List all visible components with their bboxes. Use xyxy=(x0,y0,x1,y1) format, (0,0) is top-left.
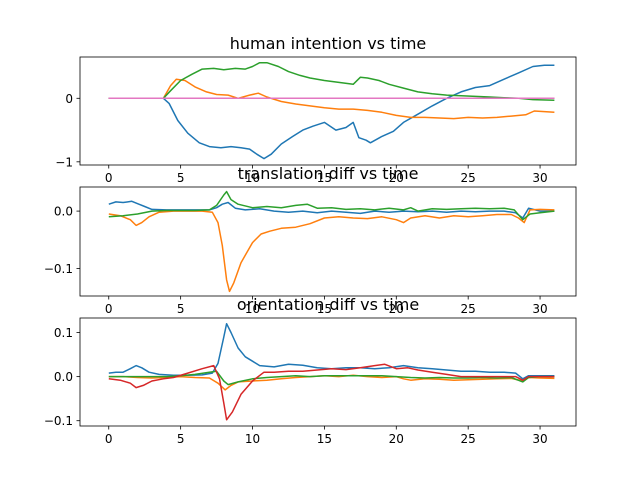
x-tick-label: 10 xyxy=(245,302,260,316)
y-tick-label: −0.1 xyxy=(44,262,73,276)
series-line-3 xyxy=(108,190,555,221)
y-tick-label: 0.1 xyxy=(54,326,73,340)
y-tick-label: 0.0 xyxy=(54,370,73,384)
x-tick-label: 10 xyxy=(245,432,260,446)
x-tick-label: 5 xyxy=(177,171,185,185)
x-tick-label: 30 xyxy=(532,171,547,185)
x-tick-label: 25 xyxy=(461,432,476,446)
x-tick-label: 20 xyxy=(389,432,404,446)
x-tick-label: 30 xyxy=(532,432,547,446)
series-line-2 xyxy=(108,78,555,120)
x-tick-label: 15 xyxy=(317,171,332,185)
series-line-3 xyxy=(108,61,555,101)
subplot-1: 0 5 10 15 20 25 30 −1 0 human intention vs time xyxy=(55,34,577,185)
x-tick-label: 20 xyxy=(389,302,404,316)
series-line-1 xyxy=(108,64,555,160)
series-line-1 xyxy=(108,322,555,380)
x-tick-label: 10 xyxy=(245,171,260,185)
y-tick-label: −1 xyxy=(55,155,73,169)
x-tick-label: 25 xyxy=(461,171,476,185)
x-tick-label: 0 xyxy=(105,432,113,446)
subplot-2: 0 5 10 15 20 25 30 −0.1 0.0 translation diff vs t… xyxy=(44,164,577,316)
x-tick-label: 0 xyxy=(105,171,113,185)
series-line-4 xyxy=(108,363,555,421)
subplot-3: 0 5 10 15 20 25 30 −0.1 0.0 0.1 orientation diff v… xyxy=(44,295,577,446)
x-tick-label: 5 xyxy=(177,432,185,446)
axes-frame xyxy=(79,56,577,166)
x-tick-label: 20 xyxy=(389,171,404,185)
series-line-1 xyxy=(108,200,555,219)
x-tick-label: 30 xyxy=(532,302,547,316)
subplot-title: human intention vs time xyxy=(230,34,427,53)
series-line-3 xyxy=(108,370,555,386)
subplot-title: translation diff vs time xyxy=(238,164,419,183)
x-tick-label: 15 xyxy=(317,302,332,316)
x-tick-label: 5 xyxy=(177,302,185,316)
axes-frame xyxy=(79,317,577,427)
x-tick-label: 15 xyxy=(317,432,332,446)
y-tick-label: 0.0 xyxy=(54,205,73,219)
axes-frame xyxy=(79,186,577,297)
y-tick-label: 0 xyxy=(65,92,73,106)
x-tick-label: 25 xyxy=(461,302,476,316)
subplot-title: orientation diff vs time xyxy=(237,295,419,314)
y-tick-label: −0.1 xyxy=(44,414,73,428)
x-tick-label: 0 xyxy=(105,302,113,316)
